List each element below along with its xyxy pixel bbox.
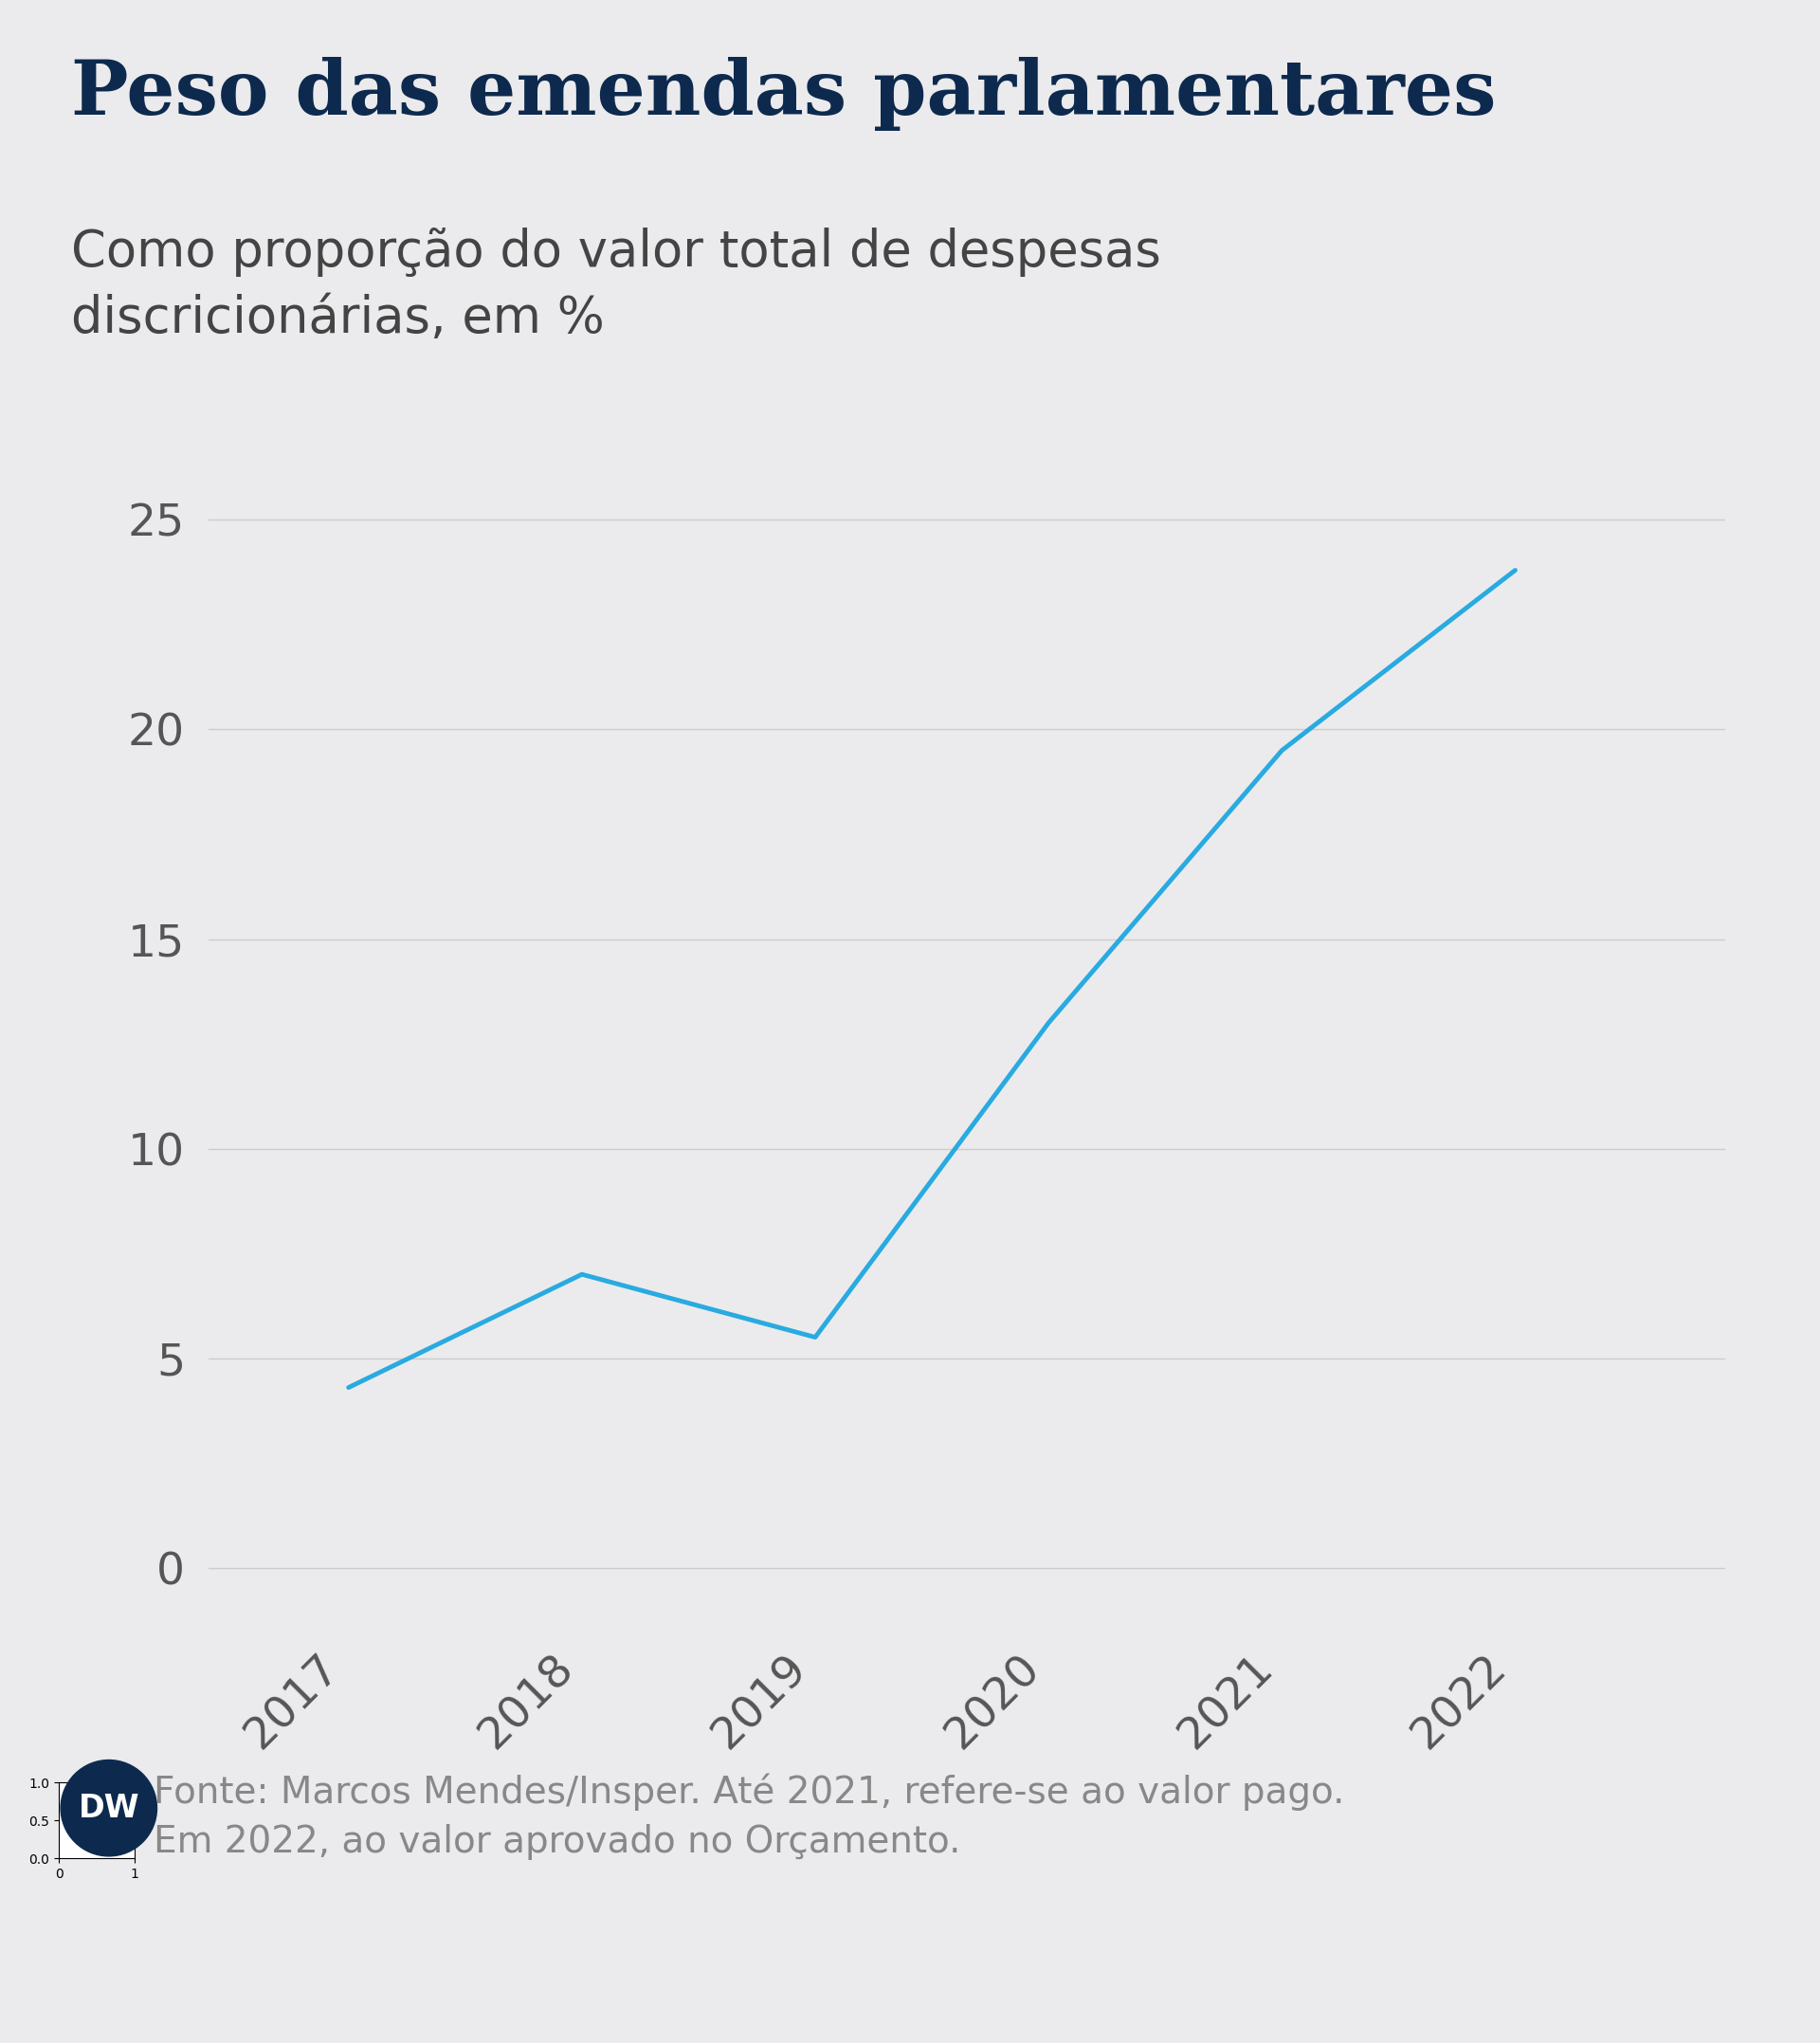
Text: DW: DW (78, 1792, 140, 1824)
Text: Fonte: Marcos Mendes/Insper. Até 2021, refere-se ao valor pago.
Em 2022, ao valo: Fonte: Marcos Mendes/Insper. Até 2021, r… (153, 1773, 1345, 1861)
Circle shape (60, 1759, 157, 1857)
Text: Peso das emendas parlamentares: Peso das emendas parlamentares (71, 57, 1496, 131)
Text: Como proporção do valor total de despesas
discricionárias, em %: Como proporção do valor total de despesa… (71, 227, 1161, 343)
